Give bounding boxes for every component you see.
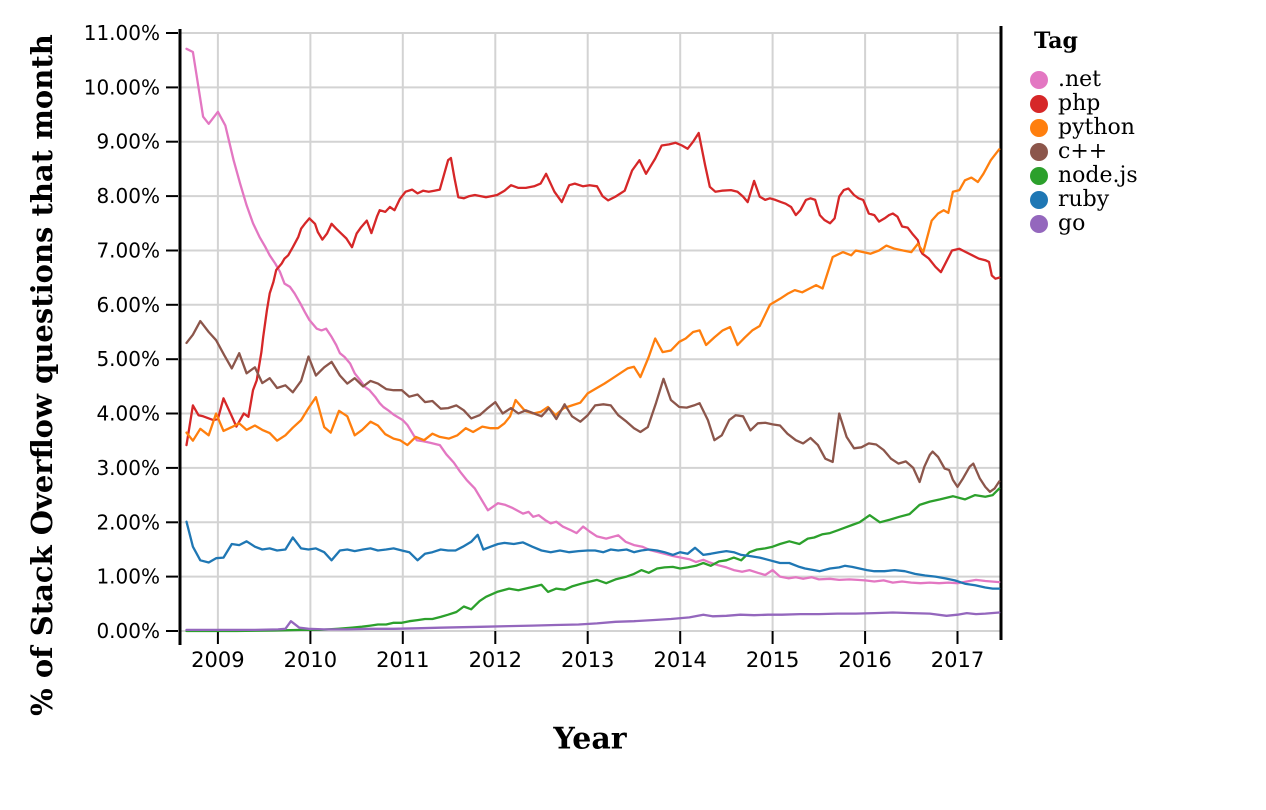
line-go xyxy=(185,611,1001,632)
legend: Tag .net php python c++ node.js ruby go xyxy=(1030,28,1138,236)
ruby-swatch-icon xyxy=(1030,191,1048,209)
y-tick-label: 5.00% xyxy=(96,347,160,371)
legend-item-label: go xyxy=(1058,211,1086,236)
x-tick-label: 2014 xyxy=(653,648,706,672)
legend-item-nodejs: node.js xyxy=(1030,164,1138,188)
x-tick-label: 2012 xyxy=(469,648,522,672)
legend-title: Tag xyxy=(1034,28,1078,54)
line-python xyxy=(185,148,1001,447)
x-tick-label: 2013 xyxy=(561,648,614,672)
y-tick-label: 11.00% xyxy=(84,21,160,45)
legend-item-label: .net xyxy=(1058,67,1102,92)
legend-item-label: php xyxy=(1058,91,1101,116)
line-net xyxy=(185,47,1001,585)
x-tick-label: 2011 xyxy=(376,648,429,672)
y-tick-label: 2.00% xyxy=(96,510,160,534)
php-swatch-icon xyxy=(1030,95,1048,113)
y-tick-label: 7.00% xyxy=(96,239,160,263)
line-c xyxy=(185,319,1001,493)
legend-item-label: ruby xyxy=(1058,187,1110,212)
legend-item-php: php xyxy=(1030,92,1138,116)
y-tick-label: 10.00% xyxy=(84,75,160,99)
legend-item-label: python xyxy=(1058,115,1135,140)
y-tick-label: 1.00% xyxy=(96,565,160,589)
y-tick-label: 3.00% xyxy=(96,456,160,480)
x-tick-label: 2010 xyxy=(284,648,337,672)
legend-item-label: c++ xyxy=(1058,139,1108,164)
y-tick-label: 0.00% xyxy=(96,619,160,643)
line-ruby xyxy=(185,520,1001,590)
y-axis-title: % of Stack Overflow questions that month xyxy=(25,34,59,716)
x-tick-label: 2009 xyxy=(191,648,244,672)
x-tick-label: 2017 xyxy=(931,648,984,672)
x-tick-label: 2016 xyxy=(838,648,891,672)
python-swatch-icon xyxy=(1030,119,1048,137)
nodejs-swatch-icon xyxy=(1030,167,1048,185)
go-swatch-icon xyxy=(1030,215,1048,233)
cpp-swatch-icon xyxy=(1030,143,1048,161)
y-tick-label: 6.00% xyxy=(96,293,160,317)
line-nodejs xyxy=(185,487,1001,633)
legend-item-dotnet: .net xyxy=(1030,68,1138,92)
legend-item-go: go xyxy=(1030,212,1138,236)
dotnet-swatch-icon xyxy=(1030,71,1048,89)
y-tick-label: 8.00% xyxy=(96,184,160,208)
legend-item-cpp: c++ xyxy=(1030,140,1138,164)
x-tick-label: 2015 xyxy=(746,648,799,672)
x-axis-title: Year xyxy=(553,721,627,757)
line-php xyxy=(185,131,1001,447)
y-tick-label: 9.00% xyxy=(96,130,160,154)
legend-item-label: node.js xyxy=(1058,163,1138,188)
legend-item-ruby: ruby xyxy=(1030,188,1138,212)
legend-item-python: python xyxy=(1030,116,1138,140)
y-tick-label: 4.00% xyxy=(96,402,160,426)
